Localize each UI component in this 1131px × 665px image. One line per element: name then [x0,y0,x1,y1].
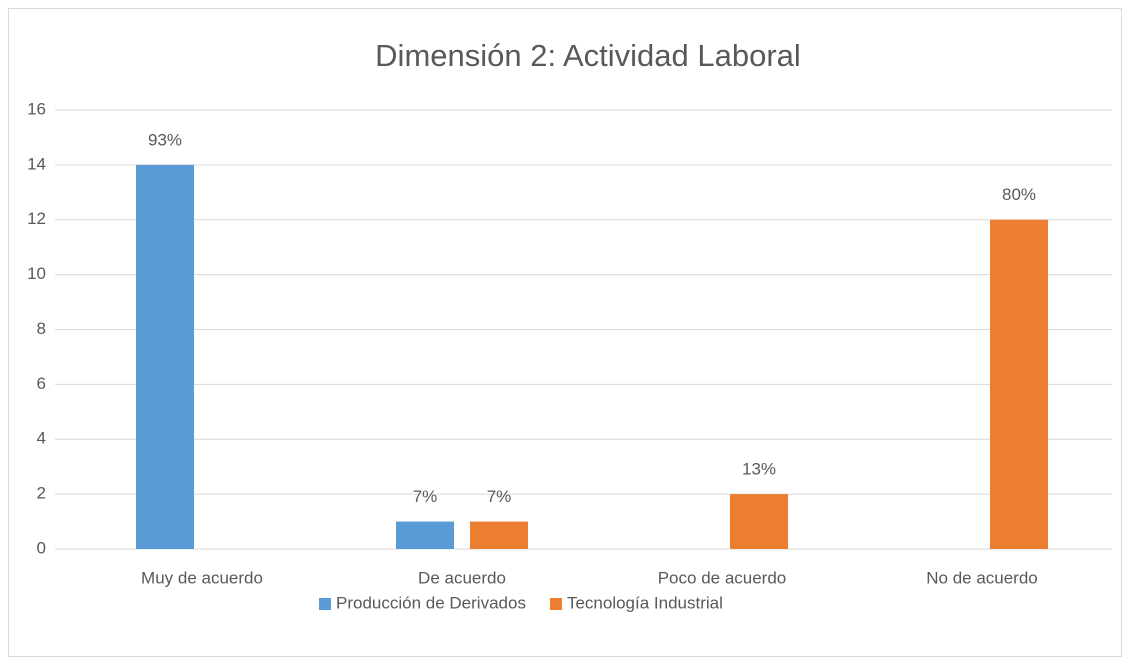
bar [136,164,194,549]
x-tick-label: Poco de acuerdo [658,568,787,587]
y-tick-label: 10 [27,264,46,283]
legend-label: Producción de Derivados [336,593,526,612]
y-tick-label: 16 [27,99,46,118]
data-label: 80% [1002,185,1036,204]
legend-swatch [549,598,562,610]
bar [990,219,1048,549]
bar [730,494,788,549]
y-tick-label: 8 [37,319,46,338]
legend-swatch [319,598,331,610]
x-tick-label: De acuerdo [418,568,506,587]
y-tick-label: 4 [37,429,46,448]
y-tick-label: 6 [37,374,46,393]
legend-label: Tecnología Industrial [567,593,723,612]
data-label: 7% [413,487,438,506]
x-tick-label: No de acuerdo [926,568,1038,587]
data-label: 93% [148,130,182,149]
x-tick-label: Muy de acuerdo [141,568,263,587]
bar [396,521,454,549]
bar [470,521,528,549]
y-tick-label: 0 [37,538,46,557]
y-tick-label: 2 [37,484,46,503]
y-tick-label: 12 [27,209,46,228]
data-label: 7% [487,487,512,506]
chart-title: Dimensión 2: Actividad Laboral [375,38,801,73]
data-label: 13% [742,460,776,479]
y-tick-label: 14 [27,154,46,173]
